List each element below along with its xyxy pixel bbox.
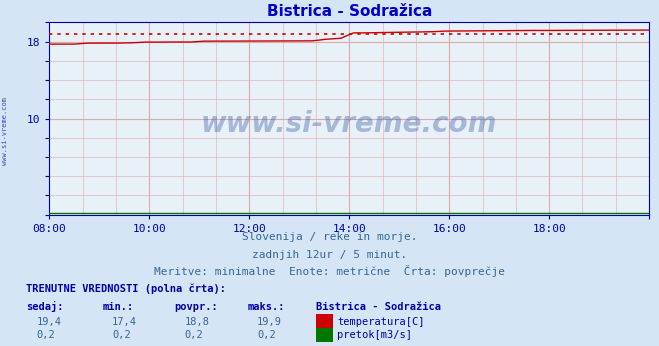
Text: Meritve: minimalne  Enote: metrične  Črta: povprečje: Meritve: minimalne Enote: metrične Črta:… (154, 265, 505, 277)
Text: Bistrica - Sodražica: Bistrica - Sodražica (316, 302, 442, 312)
Title: Bistrica - Sodražica: Bistrica - Sodražica (267, 3, 432, 19)
Text: 0,2: 0,2 (257, 330, 275, 340)
Text: 17,4: 17,4 (112, 317, 137, 327)
Text: zadnjih 12ur / 5 minut.: zadnjih 12ur / 5 minut. (252, 250, 407, 260)
Text: sedaj:: sedaj: (26, 301, 64, 312)
Text: Slovenija / reke in morje.: Slovenija / reke in morje. (242, 233, 417, 243)
Text: pretok[m3/s]: pretok[m3/s] (337, 330, 413, 340)
Text: www.si-vreme.com: www.si-vreme.com (201, 110, 498, 138)
Text: 18,8: 18,8 (185, 317, 210, 327)
Text: maks.:: maks.: (247, 302, 285, 312)
Text: min.:: min.: (102, 302, 133, 312)
Text: www.si-vreme.com: www.si-vreme.com (2, 98, 9, 165)
Text: 19,9: 19,9 (257, 317, 282, 327)
Text: TRENUTNE VREDNOSTI (polna črta):: TRENUTNE VREDNOSTI (polna črta): (26, 284, 226, 294)
Text: 0,2: 0,2 (36, 330, 55, 340)
Text: 0,2: 0,2 (112, 330, 130, 340)
Text: povpr.:: povpr.: (175, 302, 218, 312)
Text: 0,2: 0,2 (185, 330, 203, 340)
Text: 19,4: 19,4 (36, 317, 61, 327)
Text: temperatura[C]: temperatura[C] (337, 317, 425, 327)
